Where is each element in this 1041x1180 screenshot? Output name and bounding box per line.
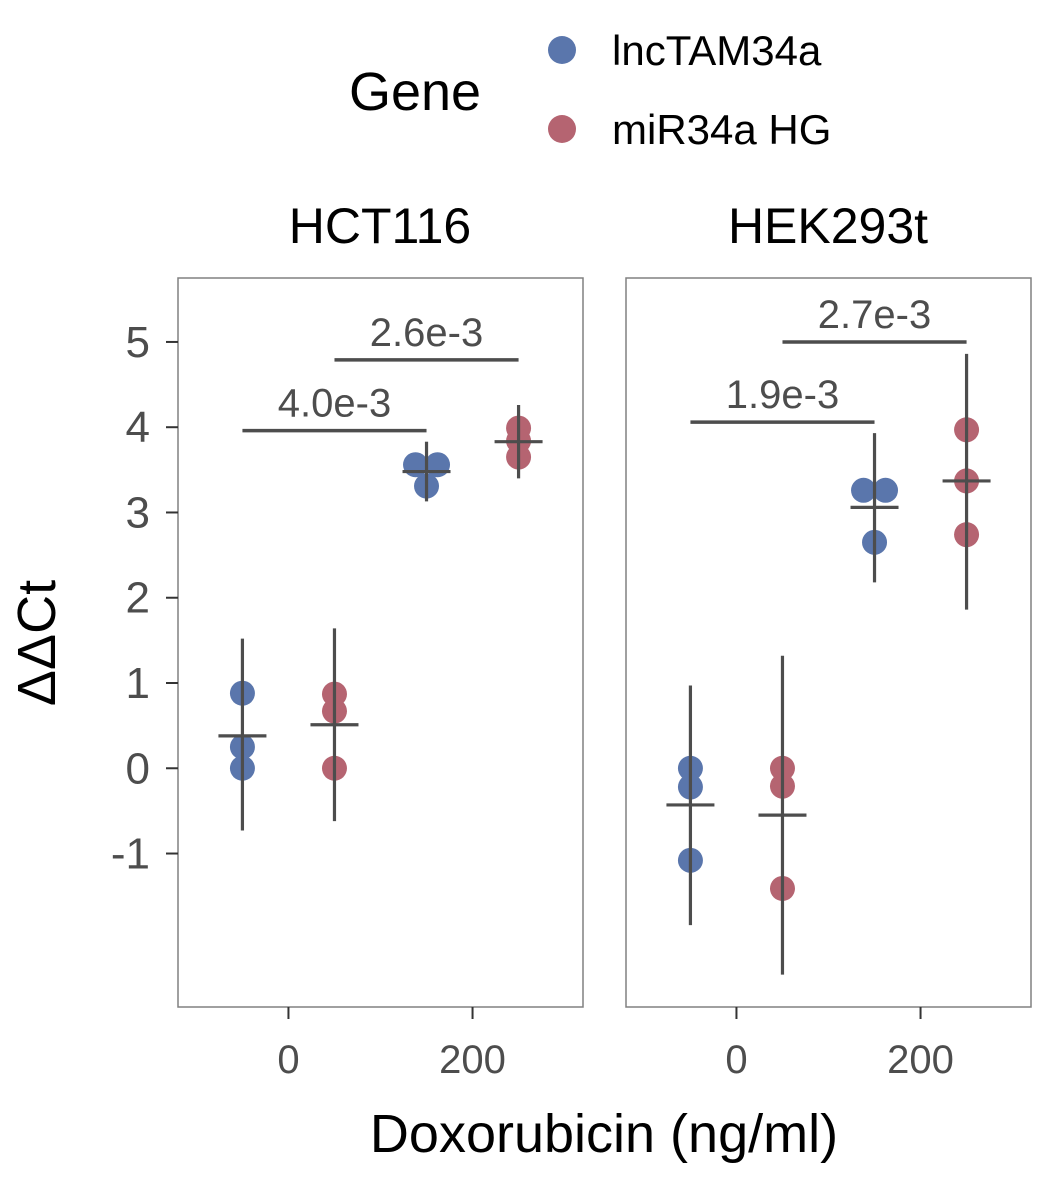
x-tick-label: 200 [887, 1038, 954, 1082]
x-tick-label: 0 [725, 1038, 747, 1082]
y-tick-label: 2 [126, 574, 150, 623]
data-point [851, 477, 877, 503]
p-value-label: 4.0e-3 [278, 382, 391, 426]
y-tick-label: 5 [126, 318, 150, 367]
p-value-label: 2.7e-3 [818, 293, 931, 337]
y-tick-label: 4 [126, 403, 150, 452]
x-tick-label: 0 [277, 1038, 299, 1082]
plot-area-hek293t: 1.9e-3 2.7e-3 [666, 293, 991, 975]
x-axis-title: Doxorubicin (ng/ml) [370, 1104, 838, 1164]
panel-frame-hek293t [625, 277, 1032, 1008]
p-value-label: 1.9e-3 [726, 373, 839, 417]
plot-area-hct116: 4.0e-3 2.6e-3 [218, 311, 543, 831]
x-axis-hct116: 0 200 [277, 1007, 506, 1082]
y-tick-label: -1 [111, 830, 150, 879]
y-tick-label: 0 [126, 744, 150, 793]
legend-swatch-lnctam34a [548, 36, 576, 64]
y-tick-label: 1 [126, 659, 150, 708]
x-axis-hek293t: 0 200 [725, 1007, 954, 1082]
y-axis: -1 0 1 2 3 4 5 [111, 318, 178, 879]
data-point [425, 452, 451, 478]
legend-label-mir34a-hg: miR34a HG [612, 106, 831, 153]
data-point [403, 452, 429, 478]
x-tick-label: 200 [439, 1038, 506, 1082]
data-point [873, 477, 899, 503]
p-value-label: 2.6e-3 [370, 311, 483, 355]
legend-label-lnctam34a: lncTAM34a [612, 27, 822, 74]
y-axis-title: ΔΔCt [7, 580, 67, 706]
panel-frame-hct116 [177, 277, 584, 1008]
legend-swatch-mir34a-hg [548, 115, 576, 143]
legend: Gene lncTAM34a miR34a HG [349, 27, 831, 153]
legend-title: Gene [349, 62, 481, 122]
y-tick-label: 3 [126, 488, 150, 537]
panel-title-hek293t: HEK293t [728, 198, 928, 254]
panel-title-hct116: HCT116 [289, 198, 471, 254]
